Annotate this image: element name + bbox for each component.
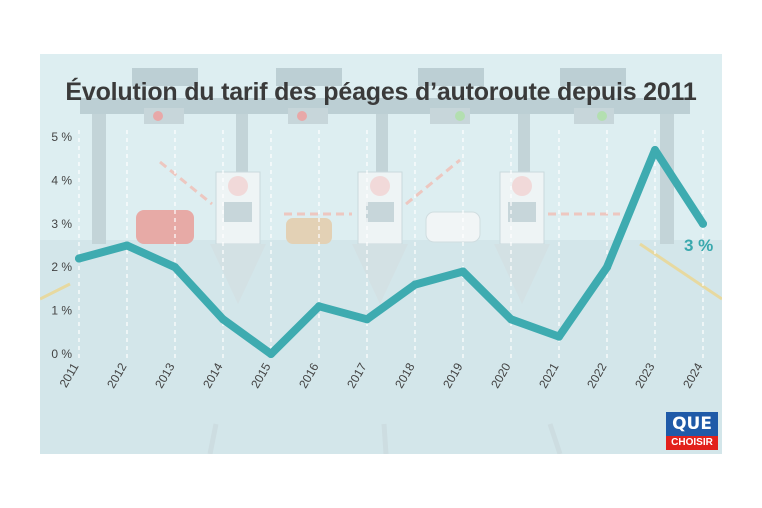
data-point: [267, 350, 275, 358]
y-tick-label: 4 %: [51, 173, 72, 187]
data-point: [123, 241, 131, 250]
data-point: [315, 302, 323, 311]
x-tick-label: 2014: [200, 360, 226, 390]
x-tick-label: 2018: [392, 360, 418, 390]
y-tick-label: 1 %: [51, 304, 72, 318]
data-point: [411, 280, 419, 289]
series-line: [75, 146, 707, 358]
chart-title: Évolution du tarif des péages d’autorout…: [65, 78, 697, 106]
data-point: [555, 332, 563, 341]
x-tick-label: 2019: [440, 360, 466, 390]
x-tick-label: 2016: [296, 360, 322, 390]
last-value-label: 3 %: [684, 236, 714, 255]
data-point: [171, 263, 179, 272]
x-tick-label: 2020: [488, 360, 514, 390]
data-point: [699, 219, 707, 228]
x-tick-label: 2023: [632, 360, 658, 390]
y-tick-label: 3 %: [51, 217, 72, 231]
x-tick-label: 2024: [680, 360, 706, 390]
que-choisir-logo: QUE CHOISIR: [666, 412, 718, 452]
data-point: [219, 315, 227, 324]
logo-que-text: QUE: [666, 412, 718, 436]
data-point: [75, 254, 83, 263]
data-point: [651, 146, 659, 155]
x-tick-label: 2012: [104, 360, 130, 390]
x-tick-label: 2013: [152, 360, 178, 390]
data-point: [459, 267, 467, 276]
x-tick-label: 2011: [57, 360, 82, 390]
x-tick-label: 2015: [248, 360, 274, 390]
toll-booth-illustration: [40, 68, 722, 454]
data-point: [363, 315, 371, 324]
logo-choisir-text: CHOISIR: [666, 436, 718, 450]
x-tick-label: 2017: [344, 360, 370, 390]
y-tick-label: 5 %: [51, 130, 72, 144]
data-point: [603, 263, 611, 272]
data-point: [507, 315, 515, 324]
x-tick-label: 2022: [584, 360, 610, 390]
x-tick-label: 2021: [536, 360, 562, 390]
y-tick-label: 0 %: [51, 347, 72, 361]
y-tick-label: 2 %: [51, 260, 72, 274]
